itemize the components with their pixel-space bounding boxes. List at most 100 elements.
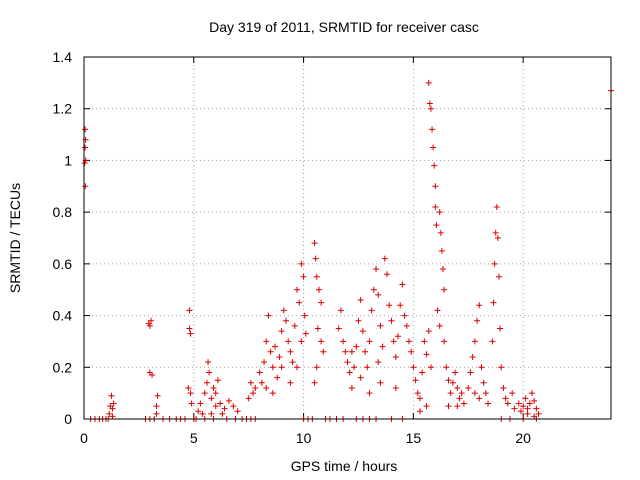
data-point xyxy=(313,273,320,280)
data-point xyxy=(219,410,226,417)
data-point xyxy=(106,410,113,417)
data-point xyxy=(504,400,511,407)
data-point xyxy=(109,413,116,420)
data-point xyxy=(320,348,327,355)
data-point xyxy=(258,379,265,386)
data-point xyxy=(311,379,318,386)
data-point xyxy=(460,400,467,407)
data-point xyxy=(436,322,443,329)
data-point xyxy=(276,353,283,360)
data-point xyxy=(269,390,276,397)
data-point xyxy=(285,338,292,345)
data-point xyxy=(431,162,438,169)
data-point xyxy=(497,325,504,332)
y-tick-label: 1.2 xyxy=(53,101,73,117)
x-tick-label: 15 xyxy=(406,430,422,446)
data-point xyxy=(373,266,380,273)
data-point xyxy=(427,364,434,371)
data-point xyxy=(524,410,531,417)
data-point xyxy=(187,330,194,337)
data-points xyxy=(81,79,614,422)
data-point xyxy=(490,299,497,306)
data-point xyxy=(315,286,322,293)
data-point xyxy=(445,377,452,384)
y-tick-label: 1 xyxy=(64,152,72,168)
data-point xyxy=(502,395,509,402)
data-point xyxy=(348,384,355,391)
grid-lines xyxy=(84,57,611,419)
data-point xyxy=(410,364,417,371)
data-point xyxy=(416,395,423,402)
data-point xyxy=(186,307,193,314)
data-point xyxy=(491,260,498,267)
data-point xyxy=(390,338,397,345)
data-point xyxy=(208,395,215,402)
data-point xyxy=(272,343,279,350)
data-point xyxy=(214,377,221,384)
data-point xyxy=(201,390,208,397)
data-point xyxy=(146,322,153,329)
data-point xyxy=(452,369,459,376)
data-point xyxy=(344,359,351,366)
data-point xyxy=(403,322,410,329)
data-point xyxy=(494,235,501,241)
data-point xyxy=(335,325,342,332)
data-point xyxy=(456,395,463,402)
data-point xyxy=(263,384,270,391)
data-point xyxy=(199,410,206,417)
data-point xyxy=(476,302,483,309)
data-point xyxy=(381,255,388,262)
data-point xyxy=(388,317,395,324)
data-point xyxy=(186,325,193,332)
data-point xyxy=(351,364,358,371)
tick-labels: 0 5 10 15 20 0 0.2 0.4 0.6 0.8 1 1.2 1.4 xyxy=(53,49,532,446)
data-point xyxy=(366,338,373,345)
data-point xyxy=(187,390,194,397)
data-point xyxy=(377,322,384,329)
data-point xyxy=(217,400,224,407)
data-point xyxy=(482,390,489,397)
data-point xyxy=(485,400,492,407)
data-point xyxy=(82,183,89,190)
data-point xyxy=(384,271,391,278)
data-point xyxy=(509,390,516,397)
data-point xyxy=(110,400,117,407)
data-point xyxy=(469,353,476,360)
data-point xyxy=(185,384,192,391)
data-point xyxy=(364,364,371,371)
data-point xyxy=(287,348,294,355)
y-tick-label: 1.4 xyxy=(53,49,73,65)
data-point xyxy=(395,333,402,340)
data-point xyxy=(362,348,369,355)
data-point xyxy=(312,255,319,262)
data-point xyxy=(467,369,474,376)
data-point xyxy=(109,405,116,412)
data-point xyxy=(416,408,423,415)
data-point xyxy=(203,379,210,386)
data-point xyxy=(357,297,364,304)
data-point xyxy=(429,126,436,133)
data-point xyxy=(212,403,219,410)
data-point xyxy=(302,330,309,337)
data-point xyxy=(522,395,529,402)
data-point xyxy=(447,390,454,397)
data-point xyxy=(471,338,478,345)
data-point xyxy=(221,405,228,412)
y-tick-label: 0.2 xyxy=(53,359,73,375)
data-point xyxy=(377,379,384,386)
data-point xyxy=(263,338,270,345)
data-point xyxy=(375,291,382,298)
data-point xyxy=(301,312,308,319)
data-point xyxy=(247,379,254,386)
data-point xyxy=(269,364,276,371)
data-point xyxy=(278,364,285,371)
data-point xyxy=(432,183,439,190)
data-point xyxy=(340,338,347,345)
y-tick-label: 0.6 xyxy=(53,256,73,272)
data-point xyxy=(474,317,481,324)
data-point xyxy=(500,384,507,391)
x-tick-label: 0 xyxy=(80,430,88,446)
data-point xyxy=(454,384,461,391)
data-point xyxy=(206,369,213,376)
data-point xyxy=(423,403,430,410)
